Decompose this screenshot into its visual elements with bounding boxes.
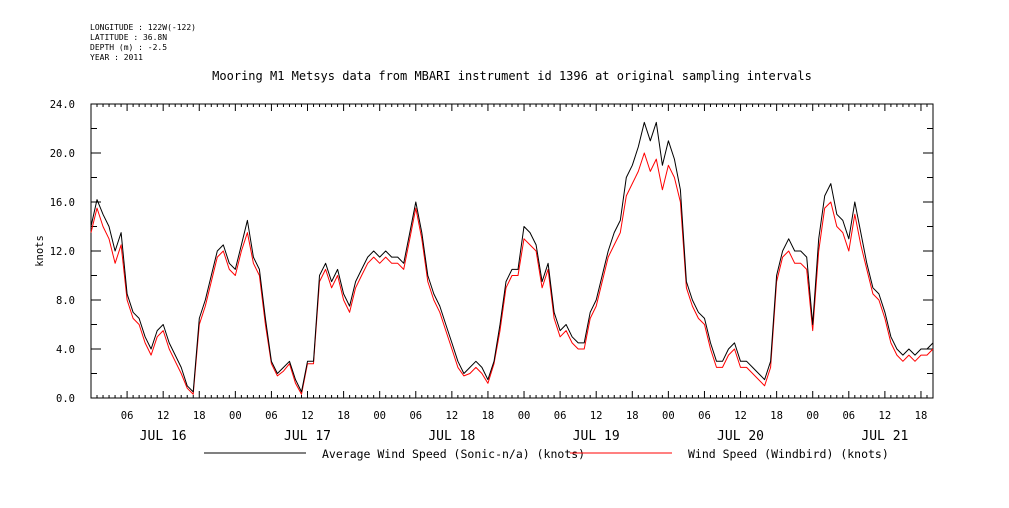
x-tick-label: 12 xyxy=(301,410,314,422)
x-tick-label: 00 xyxy=(662,410,675,422)
x-tick-label: 00 xyxy=(229,410,242,422)
y-tick-label: 4.0 xyxy=(56,344,75,356)
x-tick-label: 06 xyxy=(409,410,422,422)
x-tick-label: 12 xyxy=(879,410,892,422)
x-tick-label: 18 xyxy=(482,410,495,422)
x-tick-label: 00 xyxy=(518,410,531,422)
chart-title: Mooring M1 Metsys data from MBARI instru… xyxy=(212,69,812,83)
x-tick-label: 18 xyxy=(626,410,639,422)
x-tick-label: 06 xyxy=(121,410,134,422)
x-tick-label: 12 xyxy=(734,410,747,422)
y-tick-label: 12.0 xyxy=(50,246,75,258)
x-tick-label: 06 xyxy=(265,410,278,422)
meta-latitude: LATITUDE : 36.8N xyxy=(90,33,167,42)
meta-depth: DEPTH (m) : -2.5 xyxy=(90,43,167,52)
x-tick-label: 12 xyxy=(446,410,459,422)
y-tick-label: 20.0 xyxy=(50,148,75,160)
x-tick-label: 12 xyxy=(590,410,603,422)
legend-label-windbird: Wind Speed (Windbird) (knots) xyxy=(688,447,889,461)
x-day-label: JUL 20 xyxy=(717,429,764,444)
x-tick-label: 18 xyxy=(337,410,350,422)
y-tick-label: 0.0 xyxy=(56,393,75,405)
x-tick-label: 00 xyxy=(806,410,819,422)
axes: 0.0 4.0 8.0 12.0 16.0 20.0 24.0 06 12 18 00 06 12 18 0… xyxy=(50,99,934,444)
series-average-wind-speed xyxy=(90,121,934,393)
x-day-label: JUL 18 xyxy=(428,429,475,444)
series-windbird-wind-speed xyxy=(90,152,934,395)
x-day-label: JUL 21 xyxy=(861,429,908,444)
x-tick-label: 18 xyxy=(193,410,206,422)
x-tick-label: 00 xyxy=(373,410,386,422)
x-day-label: JUL 16 xyxy=(140,429,187,444)
x-tick-label: 18 xyxy=(770,410,783,422)
series-layer xyxy=(90,121,934,395)
meta-year: YEAR : 2011 xyxy=(90,53,143,62)
x-day-label: JUL 17 xyxy=(284,429,331,444)
x-tick-label: 06 xyxy=(698,410,711,422)
legend-label-average: Average Wind Speed (Sonic-n/a) (knots) xyxy=(322,447,585,461)
x-day-label: JUL 19 xyxy=(573,429,620,444)
x-tick-label: 12 xyxy=(157,410,170,422)
y-tick-label: 8.0 xyxy=(56,295,75,307)
x-tick-label: 18 xyxy=(915,410,928,422)
y-axis-label: knots xyxy=(34,235,46,267)
x-tick-label: 06 xyxy=(554,410,567,422)
y-tick-label: 16.0 xyxy=(50,197,75,209)
meta-longitude: LONGITUDE : 122W(-122) xyxy=(90,23,196,32)
y-tick-label: 24.0 xyxy=(50,99,75,111)
x-tick-label: 06 xyxy=(842,410,855,422)
